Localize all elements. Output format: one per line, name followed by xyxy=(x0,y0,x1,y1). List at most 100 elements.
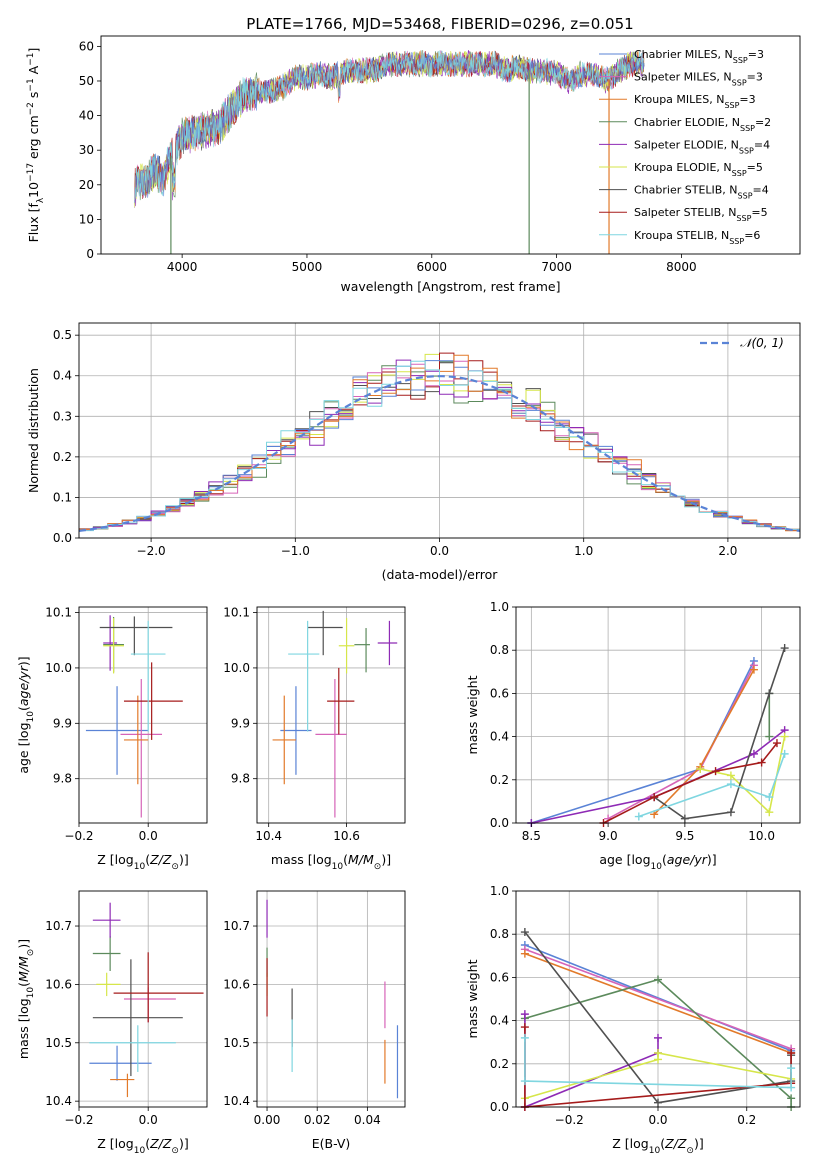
weight-marker-7 xyxy=(520,1023,529,1032)
y-tick-label: 60 xyxy=(79,39,94,53)
legend-entry-7: Salpeter STELIB, NSSP=5 xyxy=(634,206,768,223)
weight-marker-5 xyxy=(696,765,705,773)
axes-frame xyxy=(256,606,406,824)
weight-marker-7 xyxy=(772,739,781,748)
y-tick-label: 0.4 xyxy=(53,369,72,383)
y-tick-label: 10.1 xyxy=(45,606,72,620)
legend-entry-4: Salpeter ELODIE, NSSP=4 xyxy=(634,138,770,155)
y-axis-label: mass weight xyxy=(465,959,480,1038)
weight-line-8 xyxy=(524,1037,792,1089)
y-tick-label: 10.0 xyxy=(45,661,72,675)
y-tick-label: 0.2 xyxy=(490,1057,509,1071)
plot-area xyxy=(78,352,801,532)
x-tick-label: 0.0 xyxy=(139,829,158,843)
weight-marker-5 xyxy=(654,1049,662,1057)
weight-marker-7 xyxy=(650,793,659,802)
weight-line-8 xyxy=(638,753,786,818)
y-tick-label: 0.8 xyxy=(490,927,509,941)
panel-mass-weight-vs-age: 8.5 9.0 9.5 10.0 0.0 0.2 0.4 0.6 0.8 1.0 age [log1… xyxy=(465,600,801,872)
axes-frame xyxy=(515,606,801,824)
y-tick-label: 10 xyxy=(79,212,94,226)
weight-marker-7 xyxy=(711,767,720,776)
y-tick-label: 10.5 xyxy=(45,1036,72,1050)
weight-marker-4 xyxy=(654,1033,662,1042)
x-tick-label: 9.5 xyxy=(675,829,694,843)
y-tick-label: 9.9 xyxy=(53,716,72,730)
x-tick-label: 7000 xyxy=(541,260,572,274)
axes-frame xyxy=(78,890,208,1108)
legend-entry-1: Salpeter MILES, NSSP=3 xyxy=(634,71,763,88)
x-tick-label: −2.0 xyxy=(137,544,166,558)
plot-area xyxy=(89,902,204,1098)
y-axis-label: age [log10(age/yr)] xyxy=(16,656,36,773)
y-tick-label: 9.8 xyxy=(231,772,250,786)
x-tick-label: 4000 xyxy=(167,260,198,274)
gaussian-reference xyxy=(78,375,801,532)
axes-frame xyxy=(78,606,208,824)
weight-marker-5 xyxy=(726,771,735,780)
x-tick-label: 0.0 xyxy=(139,1113,158,1127)
panel-residuals: −2.0 −1.0 0.0 1.0 2.0 0.0 0.1 0.2 0.3 0.4 0.5 (data… xyxy=(26,322,801,582)
x-axis-label: (data-model)/error xyxy=(382,567,499,582)
x-tick-label: 0.0 xyxy=(430,544,449,558)
weight-marker-2 xyxy=(749,665,758,674)
y-axis-label: mass weight xyxy=(465,675,480,754)
x-tick-label: 10.6 xyxy=(333,829,360,843)
y-tick-label: 0.6 xyxy=(490,970,509,984)
y-tick-label: 10.6 xyxy=(223,977,250,991)
panel-age-vs-mass: 10.4 10.6 9.8 9.9 10.0 10.1 mass [log10(M/M⊙)] xyxy=(223,606,406,872)
y-tick-label: 0.1 xyxy=(53,490,72,504)
y-tick-label: 9.8 xyxy=(53,772,72,786)
legend-entry: 𝒩(0, 1) xyxy=(740,336,784,350)
weight-marker-8 xyxy=(520,1077,529,1086)
y-tick-label: 0.4 xyxy=(490,1014,509,1028)
legend: Chabrier MILES, NSSP=3 Salpeter MILES, NS… xyxy=(599,48,771,245)
x-tick-label: 1.0 xyxy=(574,544,593,558)
plot-area xyxy=(527,644,789,827)
x-tick-label: 9.0 xyxy=(599,829,618,843)
y-tick-label: 10.4 xyxy=(45,1094,72,1108)
legend-entry-2: Kroupa MILES, NSSP=3 xyxy=(634,93,756,110)
axes-frame xyxy=(100,35,801,255)
weight-line-1 xyxy=(524,948,792,1050)
weight-marker-5 xyxy=(780,732,789,741)
legend: 𝒩(0, 1) xyxy=(700,336,784,350)
x-tick-label: −0.2 xyxy=(555,1113,584,1127)
x-tick-label: 6000 xyxy=(417,260,448,274)
y-axis-label: mass [log10(M/M⊙)] xyxy=(16,939,36,1059)
spectrum-line-8 xyxy=(134,50,645,201)
weight-marker-3 xyxy=(787,1094,796,1103)
y-tick-label: 0.4 xyxy=(490,730,509,744)
weight-marker-6 xyxy=(726,808,735,817)
weight-marker-4 xyxy=(749,749,758,758)
x-tick-label: 0.2 xyxy=(737,1113,756,1127)
panel-spectrum: 4000 5000 6000 7000 8000 0 10 20 30 40 50 60 wavelen… xyxy=(26,35,801,294)
weight-marker-7 xyxy=(787,1049,796,1057)
panel-age-vs-Z: −0.2 0.0 9.8 9.9 10.0 10.1 Z [log10(Z/Z⊙)] age … xyxy=(16,606,208,872)
plot-area xyxy=(266,899,399,1099)
y-tick-label: 20 xyxy=(79,178,94,192)
x-axis-label: Z [log10(Z/Z⊙)] xyxy=(97,852,188,872)
y-tick-label: 10.7 xyxy=(223,919,250,933)
legend-entry-8: Kroupa STELIB, NSSP=6 xyxy=(634,229,760,246)
y-tick-label: 0.3 xyxy=(53,409,72,423)
plot-area xyxy=(272,610,398,818)
y-tick-label: 10.6 xyxy=(45,977,72,991)
x-axis-label: E(B-V) xyxy=(312,1136,351,1151)
legend-entry-3: Chabrier ELODIE, NSSP=2 xyxy=(634,116,771,133)
x-axis-label: wavelength [Angstrom, rest frame] xyxy=(340,279,560,294)
y-tick-label: 10.4 xyxy=(223,1094,250,1108)
panel-mass-vs-Z: −0.2 0.0 10.4 10.5 10.6 10.7 Z [log10(Z/Z⊙)] ma… xyxy=(16,890,208,1156)
y-tick-label: 0.6 xyxy=(490,686,509,700)
panel-mass-weight-vs-Z: −0.2 0.0 0.2 0.0 0.2 0.4 0.6 0.8 1.0 Z [log10(Z/Z… xyxy=(465,884,801,1156)
y-tick-label: 10.1 xyxy=(223,606,250,620)
y-tick-label: 1.0 xyxy=(490,600,509,614)
x-tick-label: −0.2 xyxy=(64,829,93,843)
y-tick-label: 40 xyxy=(79,109,94,123)
y-tick-label: 9.9 xyxy=(231,716,250,730)
y-tick-label: 0.0 xyxy=(53,531,72,545)
x-tick-label: 10.4 xyxy=(255,829,282,843)
x-axis-label: mass [log10(M/M⊙)] xyxy=(271,852,391,872)
weight-marker-8 xyxy=(787,1064,796,1073)
axes-frame xyxy=(78,322,801,539)
